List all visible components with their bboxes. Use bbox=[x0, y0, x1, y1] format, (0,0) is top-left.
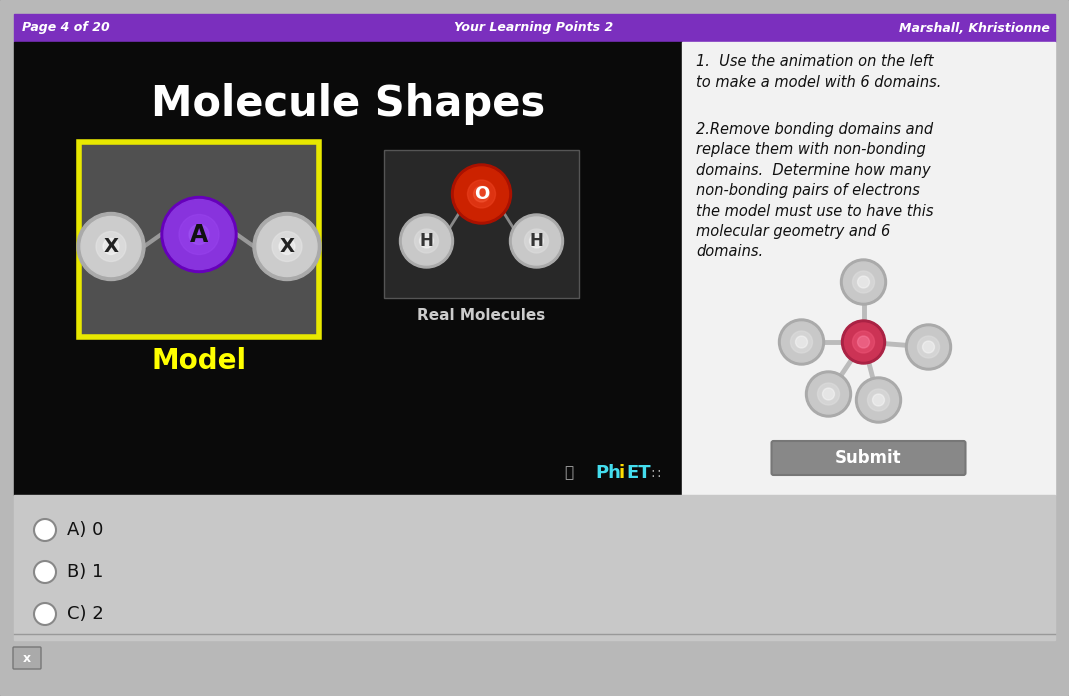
Circle shape bbox=[474, 186, 490, 202]
Circle shape bbox=[451, 164, 511, 224]
Circle shape bbox=[81, 216, 141, 276]
Circle shape bbox=[840, 259, 886, 305]
Text: x: x bbox=[22, 651, 31, 665]
Circle shape bbox=[790, 331, 812, 353]
Circle shape bbox=[778, 319, 824, 365]
FancyBboxPatch shape bbox=[772, 441, 965, 475]
Bar bbox=[79, 142, 319, 337]
Circle shape bbox=[822, 388, 835, 400]
Circle shape bbox=[841, 320, 885, 364]
Text: C) 2: C) 2 bbox=[67, 605, 104, 623]
Text: Ph: Ph bbox=[595, 464, 621, 482]
Circle shape bbox=[467, 180, 496, 208]
Bar bbox=[14, 14, 1055, 42]
Circle shape bbox=[34, 561, 56, 583]
Circle shape bbox=[419, 234, 434, 248]
Circle shape bbox=[77, 212, 145, 280]
Bar bbox=[682, 42, 1055, 495]
Circle shape bbox=[857, 276, 869, 288]
Circle shape bbox=[855, 377, 901, 423]
Text: ET: ET bbox=[626, 464, 651, 482]
Bar bbox=[384, 150, 579, 298]
Circle shape bbox=[852, 271, 874, 293]
Circle shape bbox=[512, 217, 560, 265]
Circle shape bbox=[510, 214, 563, 268]
Circle shape bbox=[103, 239, 119, 255]
Circle shape bbox=[34, 603, 56, 625]
Circle shape bbox=[845, 323, 883, 361]
Text: O: O bbox=[474, 185, 490, 203]
Text: Real Molecules: Real Molecules bbox=[417, 308, 545, 324]
Text: Molecule Shapes: Molecule Shapes bbox=[151, 83, 545, 125]
Text: B) 1: B) 1 bbox=[67, 563, 104, 581]
Text: H: H bbox=[419, 232, 433, 250]
Circle shape bbox=[279, 239, 295, 255]
Text: i: i bbox=[619, 464, 625, 482]
Circle shape bbox=[858, 380, 899, 420]
Circle shape bbox=[415, 229, 438, 253]
Circle shape bbox=[806, 371, 852, 417]
Circle shape bbox=[808, 374, 849, 414]
Circle shape bbox=[164, 200, 234, 269]
Circle shape bbox=[253, 212, 321, 280]
Circle shape bbox=[843, 262, 883, 302]
Circle shape bbox=[272, 232, 303, 262]
Text: Model: Model bbox=[152, 347, 247, 375]
Circle shape bbox=[923, 341, 934, 353]
Circle shape bbox=[795, 336, 807, 348]
Text: Page 4 of 20: Page 4 of 20 bbox=[22, 22, 110, 35]
Text: :: : bbox=[650, 466, 654, 480]
Text: Marshall, Khristionne: Marshall, Khristionne bbox=[899, 22, 1050, 35]
Circle shape bbox=[818, 383, 839, 405]
Circle shape bbox=[781, 322, 821, 362]
Text: Submit: Submit bbox=[835, 449, 902, 467]
Text: H: H bbox=[529, 232, 543, 250]
Circle shape bbox=[917, 336, 940, 358]
Circle shape bbox=[34, 519, 56, 541]
Circle shape bbox=[529, 234, 543, 248]
Circle shape bbox=[400, 214, 453, 268]
Bar bbox=[14, 42, 682, 495]
Circle shape bbox=[403, 217, 450, 265]
Circle shape bbox=[857, 336, 869, 348]
FancyBboxPatch shape bbox=[13, 647, 41, 669]
Circle shape bbox=[909, 327, 948, 367]
Circle shape bbox=[868, 389, 889, 411]
Circle shape bbox=[179, 214, 219, 255]
Text: X: X bbox=[279, 237, 294, 256]
Circle shape bbox=[525, 229, 548, 253]
Text: 👤: 👤 bbox=[564, 466, 574, 480]
Bar bbox=[14, 495, 1055, 640]
Circle shape bbox=[454, 167, 509, 221]
Text: A) 0: A) 0 bbox=[67, 521, 104, 539]
Circle shape bbox=[189, 225, 210, 244]
Text: A: A bbox=[190, 223, 208, 246]
Circle shape bbox=[161, 196, 237, 273]
Text: 1.  Use the animation on the left
to make a model with 6 domains.: 1. Use the animation on the left to make… bbox=[696, 54, 942, 90]
Circle shape bbox=[257, 216, 317, 276]
Text: X: X bbox=[104, 237, 119, 256]
Text: 2.Remove bonding domains and
replace them with non-bonding
domains.  Determine h: 2.Remove bonding domains and replace the… bbox=[696, 122, 933, 260]
Text: Your Learning Points 2: Your Learning Points 2 bbox=[454, 22, 614, 35]
Circle shape bbox=[96, 232, 126, 262]
Circle shape bbox=[872, 394, 884, 406]
Circle shape bbox=[905, 324, 951, 370]
Text: :: : bbox=[656, 466, 661, 480]
Circle shape bbox=[852, 331, 874, 353]
